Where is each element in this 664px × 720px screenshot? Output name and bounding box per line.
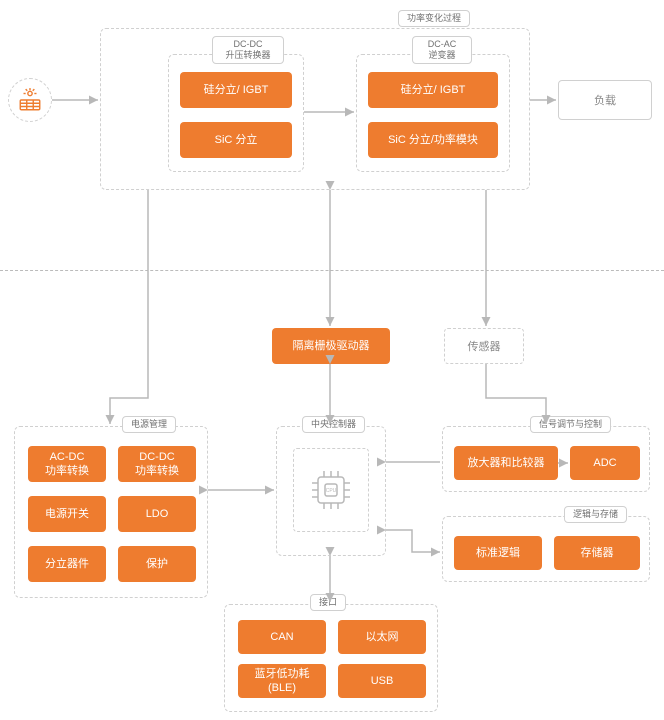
block-can: CAN	[238, 620, 326, 654]
load-box: 负载	[558, 80, 652, 120]
block-sic-1: SiC 分立	[180, 122, 292, 158]
svg-text:CPU: CPU	[326, 488, 337, 494]
block-psw: 电源开关	[28, 496, 106, 532]
label-logic: 逻辑与存储	[564, 506, 627, 523]
label-interface: 接口	[310, 594, 346, 611]
block-protect: 保护	[118, 546, 196, 582]
block-usb: USB	[338, 664, 426, 698]
cpu-icon: CPU	[293, 448, 369, 532]
diagram-canvas: 功率变化过程 DC-DC升压转换器 DC-AC逆变器 负载 硅分立/ IGBT …	[0, 0, 664, 720]
solar-panel-icon	[17, 87, 43, 113]
block-ldo: LDO	[118, 496, 196, 532]
block-amp: 放大器和比较器	[454, 446, 558, 480]
label-dcac: DC-AC逆变器	[412, 36, 472, 64]
block-adc: ADC	[570, 446, 640, 480]
block-discrete: 分立器件	[28, 546, 106, 582]
block-memory: 存储器	[554, 536, 640, 570]
block-eth: 以太网	[338, 620, 426, 654]
label-signal: 信号调节与控制	[530, 416, 611, 433]
block-acdc: AC-DC功率转换	[28, 446, 106, 482]
block-sic-2: SiC 分立/功率模块	[368, 122, 498, 158]
block-iso-gate: 隔离栅极驱动器	[272, 328, 390, 364]
label-power-mgmt: 电源管理	[122, 416, 176, 433]
solar-icon	[8, 78, 52, 122]
divider-line	[0, 270, 664, 271]
block-dcdc-pm: DC-DC功率转换	[118, 446, 196, 482]
chip-icon: CPU	[306, 465, 356, 515]
block-si-igbt-2: 硅分立/ IGBT	[368, 72, 498, 108]
label-central: 中央控制器	[302, 416, 365, 433]
sensor-box: 传感器	[444, 328, 524, 364]
block-si-igbt-1: 硅分立/ IGBT	[180, 72, 292, 108]
block-std-logic: 标准逻辑	[454, 536, 542, 570]
label-dcdc: DC-DC升压转换器	[212, 36, 284, 64]
label-power-change: 功率变化过程	[398, 10, 470, 27]
block-ble: 蓝牙低功耗(BLE)	[238, 664, 326, 698]
